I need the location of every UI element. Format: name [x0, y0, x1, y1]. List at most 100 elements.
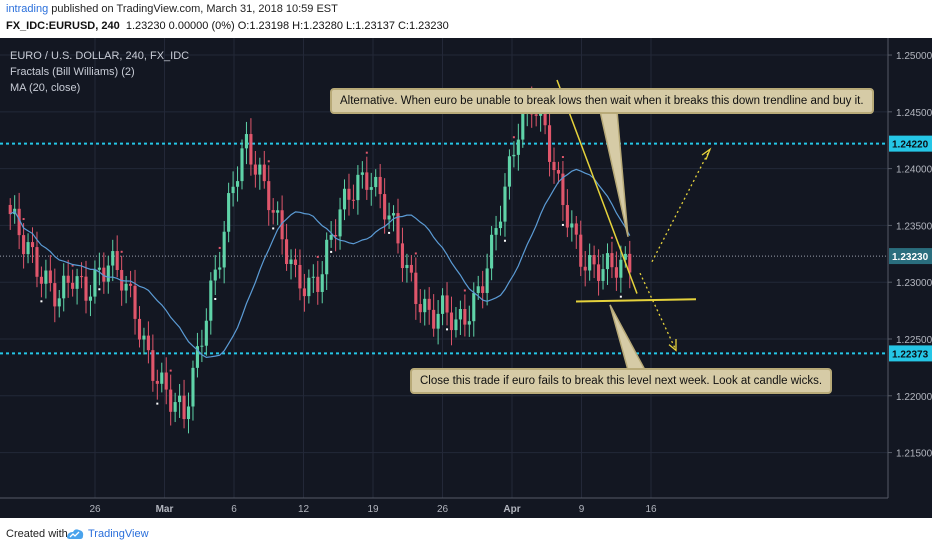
candle-body[interactable] [329, 235, 333, 240]
legend-fractals[interactable]: Fractals (Bill Williams) (2) [10, 66, 135, 78]
candle-body[interactable] [71, 282, 75, 289]
candle-body[interactable] [338, 209, 342, 237]
candle-body[interactable] [30, 242, 35, 248]
candle-body[interactable] [66, 275, 70, 283]
candle-body[interactable] [597, 264, 601, 281]
candle-body[interactable] [547, 125, 552, 162]
candle-body[interactable] [494, 228, 498, 235]
candle-body[interactable] [605, 253, 610, 270]
candle-body[interactable] [436, 313, 440, 329]
support-level-drawing[interactable] [575, 298, 697, 303]
candle-body[interactable] [191, 367, 195, 407]
candle-body[interactable] [186, 406, 191, 420]
candle-body[interactable] [351, 199, 355, 201]
legend-ma[interactable]: MA (20, close) [10, 82, 81, 94]
candle-body[interactable] [534, 114, 538, 116]
candle-body[interactable] [88, 296, 93, 301]
candle-body[interactable] [262, 164, 266, 182]
candle-body[interactable] [311, 276, 315, 278]
candle-body[interactable] [561, 173, 565, 206]
candle-body[interactable] [614, 267, 618, 278]
candle-body[interactable] [423, 298, 427, 313]
candle-body[interactable] [556, 170, 561, 174]
candle-body[interactable] [115, 251, 119, 271]
candle-body[interactable] [374, 176, 378, 188]
candle-body[interactable] [565, 205, 569, 228]
candle-body[interactable] [249, 134, 253, 165]
candle-body[interactable] [75, 276, 79, 289]
candle-body[interactable] [258, 164, 262, 175]
candle-body[interactable] [441, 295, 445, 314]
candle-body[interactable] [543, 102, 547, 126]
candle-body[interactable] [476, 286, 480, 294]
candle-body[interactable] [325, 239, 329, 275]
candle-body[interactable] [516, 139, 520, 155]
candle-body[interactable] [507, 156, 511, 187]
candle-body[interactable] [552, 161, 556, 171]
price-chart[interactable]: 1.21500 1.22000 1.22500 1.23000 1.23500 1.240… [0, 38, 932, 518]
candle-body[interactable] [521, 111, 525, 140]
candle-body[interactable] [432, 309, 436, 329]
candle-body[interactable] [133, 285, 137, 319]
candle-body[interactable] [146, 335, 150, 351]
candle-body[interactable] [623, 253, 627, 260]
candle-body[interactable] [222, 231, 226, 268]
candle-body[interactable] [169, 389, 173, 412]
candle-body[interactable] [467, 321, 471, 325]
candle-body[interactable] [485, 268, 489, 293]
candle-body[interactable] [583, 266, 587, 271]
candle-body[interactable] [316, 276, 320, 292]
candle-body[interactable] [84, 276, 88, 301]
candle-body[interactable] [342, 188, 347, 210]
candle-body[interactable] [160, 372, 164, 384]
candle-body[interactable] [396, 213, 400, 244]
candle-body[interactable] [414, 272, 418, 305]
candle-body[interactable] [204, 320, 208, 346]
candle-body[interactable] [378, 176, 382, 195]
candle-body[interactable] [427, 298, 431, 310]
candle-body[interactable] [570, 223, 574, 228]
candle-body[interactable] [93, 269, 97, 297]
candle-body[interactable] [124, 283, 128, 291]
candle-body[interactable] [35, 247, 39, 277]
candle-body[interactable] [601, 269, 605, 281]
candle-body[interactable] [271, 210, 275, 213]
candle-body[interactable] [445, 295, 449, 313]
candle-body[interactable] [347, 188, 351, 200]
candle-body[interactable] [503, 186, 507, 222]
candle-body[interactable] [17, 208, 21, 236]
candle-body[interactable] [302, 288, 306, 297]
candle-body[interactable] [454, 319, 458, 331]
candle-body[interactable] [39, 276, 43, 284]
candle-body[interactable] [490, 234, 494, 269]
candle-body[interactable] [213, 269, 217, 281]
candle-body[interactable] [8, 204, 12, 215]
candle-body[interactable] [592, 255, 596, 265]
candle-body[interactable] [405, 264, 409, 269]
candle-body[interactable] [276, 210, 280, 213]
candle-body[interactable] [285, 239, 289, 264]
chart-area[interactable]: 1.21500 1.22000 1.22500 1.23000 1.23500 1.240… [0, 38, 932, 518]
candle-body[interactable] [173, 402, 177, 412]
candle-body[interactable] [142, 335, 146, 340]
candle-body[interactable] [151, 350, 155, 381]
candle-body[interactable] [178, 395, 182, 403]
candle-body[interactable] [628, 253, 632, 273]
candle-body[interactable] [463, 309, 467, 325]
candle-body[interactable] [79, 276, 84, 278]
candle-body[interactable] [182, 395, 186, 420]
candle-body[interactable] [409, 264, 413, 273]
candle-body[interactable] [253, 164, 257, 175]
candle-body[interactable] [418, 304, 422, 313]
candle-body[interactable] [307, 277, 311, 297]
candle-body[interactable] [579, 234, 583, 267]
candle-body[interactable] [26, 242, 30, 255]
candle-body[interactable] [218, 267, 222, 270]
candle-body[interactable] [498, 221, 503, 229]
candle-body[interactable] [369, 187, 373, 190]
candle-body[interactable] [227, 193, 231, 232]
candle-body[interactable] [574, 223, 578, 235]
candle-body[interactable] [53, 283, 57, 307]
candle-body[interactable] [155, 380, 159, 384]
candle-body[interactable] [102, 267, 106, 282]
